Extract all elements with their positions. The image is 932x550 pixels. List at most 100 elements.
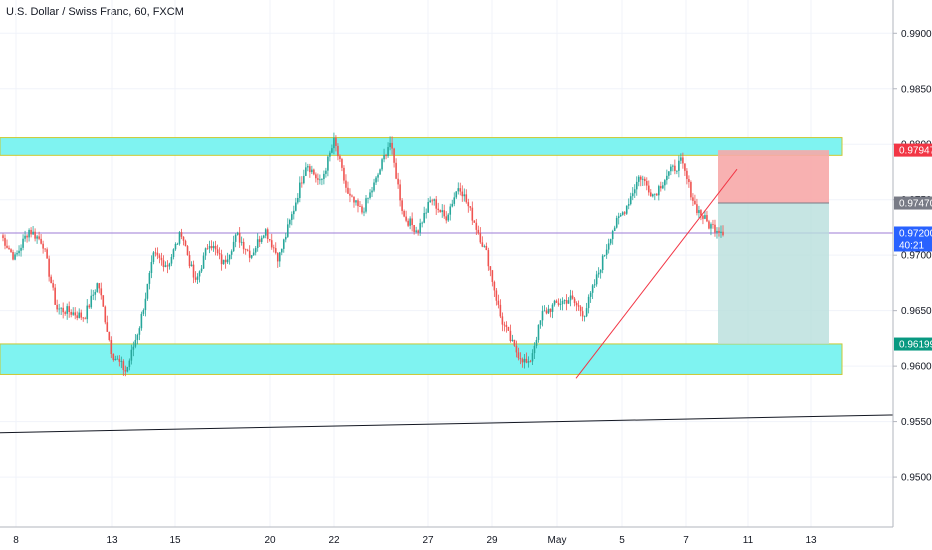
candle-body (639, 176, 642, 180)
candle-body (62, 307, 64, 313)
candle-body (615, 217, 618, 228)
candle-body (696, 204, 698, 214)
candle-body (611, 230, 614, 240)
position-stop-zone[interactable] (718, 150, 829, 204)
candle-body (192, 264, 195, 278)
candle-body (204, 248, 207, 256)
candle-body (14, 254, 16, 260)
candle-body (216, 249, 219, 254)
x-tick-label: 20 (264, 535, 276, 546)
candle-body (684, 163, 686, 171)
candle-body (24, 235, 26, 239)
candle-body (591, 285, 594, 293)
candle-body (184, 240, 187, 247)
candle-body (539, 320, 542, 325)
candle-body (511, 339, 514, 341)
candle-body (481, 242, 484, 247)
candle-body (266, 229, 269, 240)
candle-body (688, 179, 690, 183)
candle-body (172, 249, 175, 257)
candle-body (208, 246, 211, 249)
trendline-long[interactable] (0, 414, 894, 434)
candle-body (106, 322, 109, 332)
price-label: 40:21 (899, 240, 924, 251)
x-tick-label: 13 (106, 535, 118, 546)
candle-body (365, 198, 367, 212)
x-tick-label: 5 (619, 535, 625, 546)
candle-body (86, 305, 89, 320)
candle-body (355, 200, 357, 203)
candle-body (407, 220, 409, 226)
zone-support[interactable] (0, 343, 843, 375)
candle-body (489, 266, 492, 271)
candle-body (519, 358, 522, 360)
candle-body (102, 295, 105, 307)
candle-body (264, 229, 267, 236)
candle-body (54, 287, 56, 305)
candle-body (682, 157, 684, 164)
candle-body (236, 232, 239, 235)
candle-body (487, 250, 490, 267)
candle-body (84, 318, 87, 320)
candle-body (52, 283, 54, 288)
x-tick-label: 22 (328, 535, 340, 546)
candle-body (194, 277, 197, 280)
candle-body (28, 229, 30, 238)
candle-body (182, 236, 185, 241)
candle-body (525, 358, 528, 363)
candle-body (557, 302, 560, 305)
candle-body (170, 256, 173, 264)
candle-body (270, 240, 273, 248)
candle-body (214, 245, 217, 250)
candle-body (413, 225, 415, 232)
candle-body (140, 313, 143, 329)
candle-body (449, 206, 452, 215)
candle-body (232, 241, 235, 252)
candle-body (110, 339, 113, 355)
candle-body (437, 208, 440, 210)
candle-body (391, 142, 393, 149)
candle-body (36, 236, 38, 239)
candle-body (678, 160, 680, 171)
candle-body (66, 306, 68, 314)
candle-body (60, 307, 62, 309)
candle-body (579, 306, 582, 312)
candle-body (643, 178, 646, 182)
candle-body (561, 300, 564, 304)
candle-body (42, 243, 44, 249)
candle-body (369, 192, 371, 198)
candle-body (509, 330, 512, 341)
candle-body (722, 231, 724, 236)
candle-body (100, 288, 103, 296)
candle-body (718, 230, 720, 233)
x-tick-label: 7 (683, 535, 689, 546)
candle-body (710, 224, 712, 229)
candle-body (206, 248, 209, 250)
candle-body (445, 216, 448, 221)
candle-body (134, 339, 137, 347)
candle-body (383, 155, 385, 160)
candle-body (150, 261, 153, 274)
candle-body (666, 175, 668, 181)
position-target-zone[interactable] (718, 203, 829, 345)
candle-body (477, 229, 480, 234)
candle-body (256, 239, 259, 249)
candle-body (583, 316, 586, 318)
zone-resistance[interactable] (0, 137, 843, 156)
candle-body (325, 170, 327, 174)
trendline-short[interactable] (575, 168, 738, 379)
candle-body (331, 148, 333, 153)
candle-body (4, 237, 6, 246)
candle-body (210, 246, 213, 249)
candle-body (90, 295, 93, 308)
candle-body (174, 243, 177, 250)
x-tick-label: 15 (169, 535, 181, 546)
candle-body (377, 174, 379, 178)
candle-body (575, 303, 578, 306)
candle-body (126, 366, 129, 372)
candle-body (180, 232, 183, 237)
candle-body (114, 358, 117, 361)
candle-body (58, 308, 60, 310)
candle-body (700, 210, 702, 216)
